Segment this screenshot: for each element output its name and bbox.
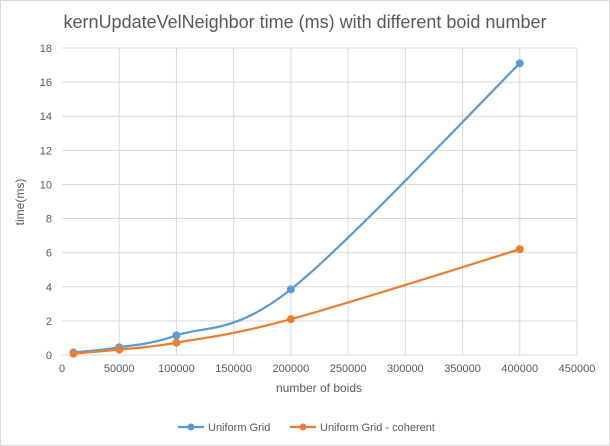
y-tick-label: 18 xyxy=(40,43,52,55)
legend-swatch-marker xyxy=(299,423,307,431)
y-tick-label: 8 xyxy=(46,214,52,226)
x-tick-label: 200000 xyxy=(273,363,310,375)
legend-swatch-marker xyxy=(187,423,195,431)
series-uniform-grid xyxy=(69,59,524,357)
y-tick-label: 10 xyxy=(40,179,52,191)
x-tick-label: 50000 xyxy=(104,363,135,375)
y-tick-label: 0 xyxy=(46,350,52,362)
data-point xyxy=(286,285,295,294)
grid-lines xyxy=(62,47,578,355)
x-tick-label: 100000 xyxy=(158,363,195,375)
x-tick-label: 150000 xyxy=(215,363,252,375)
legend: Uniform Grid Uniform Grid - coherent xyxy=(178,422,435,434)
y-axis-ticks: 0 2 4 6 8 10 12 14 16 18 xyxy=(40,43,52,362)
data-point xyxy=(515,245,524,254)
x-tick-label: 250000 xyxy=(330,363,367,375)
y-tick-label: 4 xyxy=(46,282,52,294)
series-line xyxy=(72,62,521,354)
x-tick-label: 300000 xyxy=(387,363,424,375)
x-axis-label: number of boids xyxy=(276,381,362,395)
legend-label: Uniform Grid - coherent xyxy=(320,422,435,434)
y-tick-label: 16 xyxy=(40,77,52,89)
y-tick-label: 12 xyxy=(40,145,52,157)
data-point xyxy=(172,338,181,347)
series-line xyxy=(72,248,521,355)
x-tick-label: 0 xyxy=(59,363,65,375)
legend-item: Uniform Grid - coherent xyxy=(290,422,435,434)
x-tick-label: 400000 xyxy=(501,363,538,375)
data-point xyxy=(172,331,181,340)
y-tick-label: 2 xyxy=(46,316,52,328)
data-point xyxy=(515,59,524,68)
data-point xyxy=(286,315,295,324)
data-point xyxy=(69,349,78,358)
legend-label: Uniform Grid xyxy=(208,422,270,434)
x-tick-label: 350000 xyxy=(444,363,481,375)
data-point xyxy=(115,345,124,354)
x-tick-label: 450000 xyxy=(559,363,596,375)
y-tick-label: 6 xyxy=(46,248,52,260)
series-layer xyxy=(69,59,524,358)
y-tick-label: 14 xyxy=(40,111,52,123)
legend-item: Uniform Grid xyxy=(178,422,270,434)
y-axis-label: time(ms) xyxy=(13,179,27,226)
chart-title: kernUpdateVelNeighbor time (ms) with dif… xyxy=(64,12,547,32)
series-uniform-grid-coherent xyxy=(69,245,524,358)
x-axis-ticks: 0 50000 100000 150000 200000 250000 300000 3500… xyxy=(59,363,595,375)
